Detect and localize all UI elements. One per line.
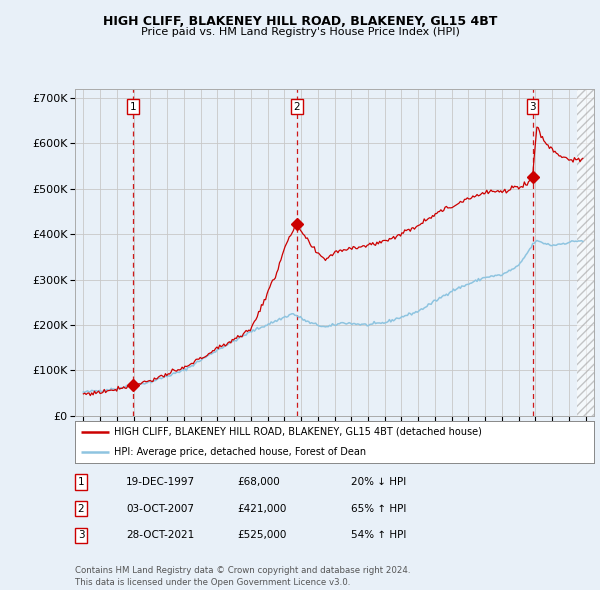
Text: 1: 1 [130, 101, 136, 112]
Text: 20% ↓ HPI: 20% ↓ HPI [351, 477, 406, 487]
Text: 28-OCT-2021: 28-OCT-2021 [126, 530, 194, 540]
Text: 65% ↑ HPI: 65% ↑ HPI [351, 504, 406, 513]
Text: 19-DEC-1997: 19-DEC-1997 [126, 477, 195, 487]
Text: 03-OCT-2007: 03-OCT-2007 [126, 504, 194, 513]
Text: £68,000: £68,000 [237, 477, 280, 487]
Text: 2: 2 [77, 504, 85, 513]
Text: Contains HM Land Registry data © Crown copyright and database right 2024.
This d: Contains HM Land Registry data © Crown c… [75, 566, 410, 587]
Text: 1: 1 [77, 477, 85, 487]
Text: 2: 2 [293, 101, 300, 112]
Text: HIGH CLIFF, BLAKENEY HILL ROAD, BLAKENEY, GL15 4BT (detached house): HIGH CLIFF, BLAKENEY HILL ROAD, BLAKENEY… [114, 427, 482, 437]
Text: 3: 3 [77, 530, 85, 540]
Text: £525,000: £525,000 [237, 530, 286, 540]
Text: 3: 3 [529, 101, 536, 112]
Text: £421,000: £421,000 [237, 504, 286, 513]
Text: HPI: Average price, detached house, Forest of Dean: HPI: Average price, detached house, Fore… [114, 447, 366, 457]
Text: Price paid vs. HM Land Registry's House Price Index (HPI): Price paid vs. HM Land Registry's House … [140, 27, 460, 37]
Text: 54% ↑ HPI: 54% ↑ HPI [351, 530, 406, 540]
Text: HIGH CLIFF, BLAKENEY HILL ROAD, BLAKENEY, GL15 4BT: HIGH CLIFF, BLAKENEY HILL ROAD, BLAKENEY… [103, 15, 497, 28]
Bar [577, 84, 600, 416]
